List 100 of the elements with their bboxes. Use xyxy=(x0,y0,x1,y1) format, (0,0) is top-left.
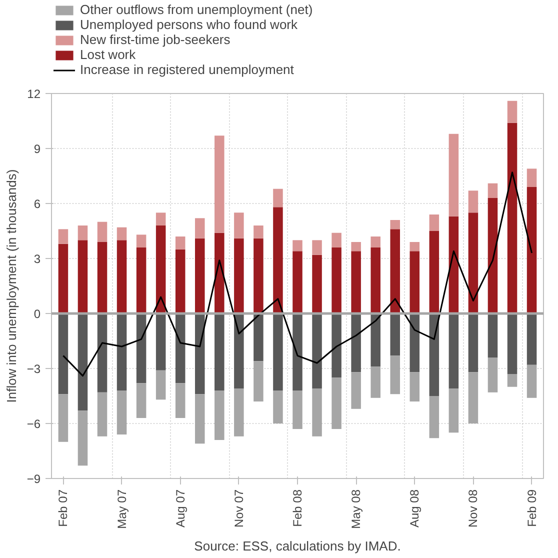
bar xyxy=(195,394,205,444)
y-tick-label: −6 xyxy=(26,417,41,431)
bar xyxy=(58,229,68,244)
bar xyxy=(507,374,518,387)
bar xyxy=(195,314,205,394)
bar xyxy=(312,314,322,389)
bar xyxy=(136,314,146,384)
bar xyxy=(429,214,440,231)
bar xyxy=(254,238,264,314)
bar xyxy=(214,232,224,314)
legend-label: Unemployed persons who found work xyxy=(80,17,298,32)
bar xyxy=(292,251,302,314)
x-tick-label: May 08 xyxy=(349,489,364,529)
bar xyxy=(136,383,146,418)
bar xyxy=(116,240,127,314)
x-tick-label: Aug 07 xyxy=(173,489,188,528)
bar xyxy=(312,388,322,436)
y-tick-label: 9 xyxy=(34,142,41,156)
bar xyxy=(156,226,166,314)
bar xyxy=(507,100,518,123)
bar xyxy=(526,314,537,365)
y-tick-label: 0 xyxy=(34,307,41,321)
bar xyxy=(116,227,127,240)
bar xyxy=(332,232,342,248)
bar xyxy=(429,314,440,396)
bar xyxy=(78,410,88,466)
y-tick-label: −3 xyxy=(26,362,41,376)
bar xyxy=(351,372,361,409)
bar xyxy=(351,242,361,252)
bar xyxy=(332,314,342,378)
bar xyxy=(429,231,440,314)
bar xyxy=(410,314,420,372)
line-series xyxy=(62,172,533,377)
bar xyxy=(448,216,459,314)
bar xyxy=(468,314,478,372)
bar xyxy=(254,314,264,362)
bar xyxy=(195,218,205,238)
bar xyxy=(526,187,537,314)
bar xyxy=(273,314,283,390)
bar xyxy=(410,372,420,402)
bar xyxy=(214,390,224,440)
bar xyxy=(136,234,146,248)
bar xyxy=(116,390,127,434)
bar xyxy=(97,222,108,242)
bar xyxy=(370,314,380,367)
bar xyxy=(175,314,186,384)
bar xyxy=(488,183,498,198)
legend-label: New first-time job-seekers xyxy=(80,32,230,47)
bar xyxy=(332,378,342,429)
bar xyxy=(370,236,380,248)
bar xyxy=(234,388,244,436)
bar xyxy=(97,242,108,314)
bar xyxy=(390,229,400,314)
x-tick-label: Aug 08 xyxy=(408,489,422,528)
bar xyxy=(390,314,400,356)
x-tick-label: May 07 xyxy=(114,489,129,529)
bar xyxy=(468,372,478,424)
x-tick-label: Nov 07 xyxy=(232,489,246,528)
x-tick-label: Nov 08 xyxy=(466,489,480,528)
bar xyxy=(312,240,322,255)
y-tick-label: −9 xyxy=(26,472,41,486)
bar xyxy=(234,212,244,238)
bar xyxy=(390,356,400,394)
legend-label: Lost work xyxy=(80,47,136,62)
bar xyxy=(488,358,498,392)
bar xyxy=(175,383,186,418)
bar xyxy=(234,238,244,314)
x-tick-label: Feb 09 xyxy=(524,489,539,527)
bar xyxy=(292,314,302,390)
bar xyxy=(507,122,518,314)
bar xyxy=(332,248,342,314)
bar xyxy=(507,314,518,374)
x-tick-label: Feb 07 xyxy=(56,489,70,527)
bar xyxy=(448,388,459,433)
bar xyxy=(488,198,498,314)
bar xyxy=(234,314,244,389)
bar xyxy=(116,314,127,390)
bar xyxy=(175,236,186,250)
bar xyxy=(273,390,283,424)
bar xyxy=(58,314,68,394)
bar xyxy=(526,364,537,398)
bar xyxy=(58,244,68,314)
bar xyxy=(156,212,166,226)
bar xyxy=(58,394,68,442)
bar xyxy=(78,226,88,240)
bar xyxy=(273,207,283,314)
bar xyxy=(468,212,478,314)
bar xyxy=(292,240,302,252)
bar xyxy=(488,314,498,358)
bar xyxy=(312,254,322,314)
bar xyxy=(97,392,108,436)
source-note: Source: ESS, calculations by IMAD. xyxy=(194,538,401,554)
bar xyxy=(448,134,459,216)
bar xyxy=(156,370,166,400)
bar xyxy=(351,251,361,314)
bar xyxy=(214,136,224,233)
bar xyxy=(468,190,478,213)
y-tick-label: 6 xyxy=(34,197,41,211)
y-axis-title: Inflow into unemployment (in thousands) xyxy=(4,169,19,403)
bar xyxy=(526,168,537,187)
